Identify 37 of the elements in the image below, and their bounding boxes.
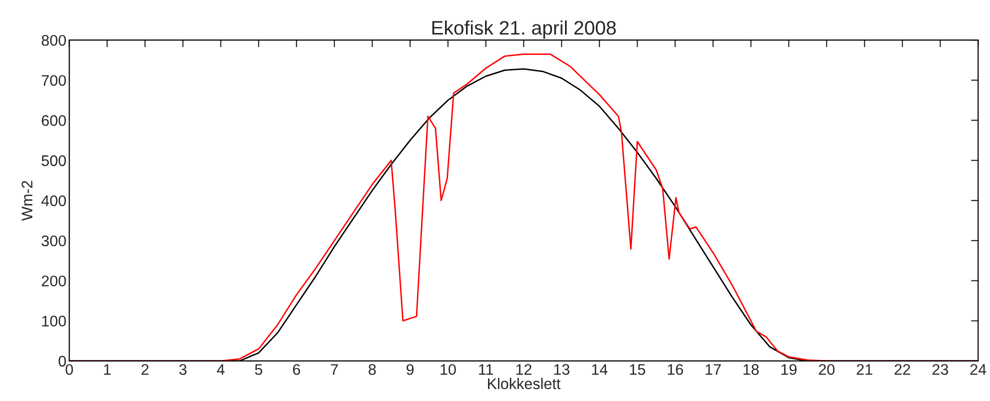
x-tick-label: 12: [516, 364, 532, 375]
y-axis-title: Wm-2: [22, 180, 32, 221]
x-tick-label: 17: [706, 364, 721, 375]
y-tick-label: 800: [42, 34, 66, 46]
x-tick-label: 11: [479, 364, 494, 375]
x-tick-label: 21: [856, 364, 872, 375]
y-tick-label: 300: [42, 235, 66, 246]
y-tick-label: 0: [58, 356, 66, 367]
y-tick-label: 600: [42, 115, 66, 126]
x-tick-label: 22: [894, 364, 910, 375]
y-tick-label: 200: [42, 276, 66, 286]
x-tick-label: 14: [592, 364, 608, 375]
x-tick-label: 6: [293, 364, 300, 375]
x-tick-label: 24: [970, 364, 986, 375]
y-tick-label: 700: [42, 75, 66, 86]
x-tick-label: 4: [216, 364, 225, 375]
x-tick-label: 1: [104, 364, 111, 375]
x-tick-label: 13: [554, 364, 570, 375]
x-tick-label: 8: [368, 364, 376, 375]
x-tick-label: 18: [744, 364, 759, 375]
x-tick-label: 3: [179, 364, 186, 375]
chart-title: Ekofisk 21. april 2008: [432, 20, 616, 39]
x-axis-title: Klokkeslett: [488, 378, 561, 390]
x-tick-label: 2: [142, 364, 149, 375]
x-tick-label: 20: [818, 364, 835, 375]
y-tick-label: 400: [41, 195, 66, 206]
x-tick-label: 5: [255, 364, 262, 375]
x-tick-label: 10: [440, 364, 456, 375]
x-tick-label: 19: [781, 364, 797, 375]
y-tick-label: 100: [42, 316, 66, 326]
x-tick-label: 0: [66, 364, 73, 375]
x-tick-label: 9: [406, 364, 414, 375]
y-tick-label: 500: [42, 155, 66, 166]
x-tick-label: 7: [330, 364, 338, 375]
x-tick-label: 23: [932, 364, 948, 375]
x-tick-label: 16: [668, 364, 684, 375]
x-tick-label: 15: [630, 364, 646, 375]
